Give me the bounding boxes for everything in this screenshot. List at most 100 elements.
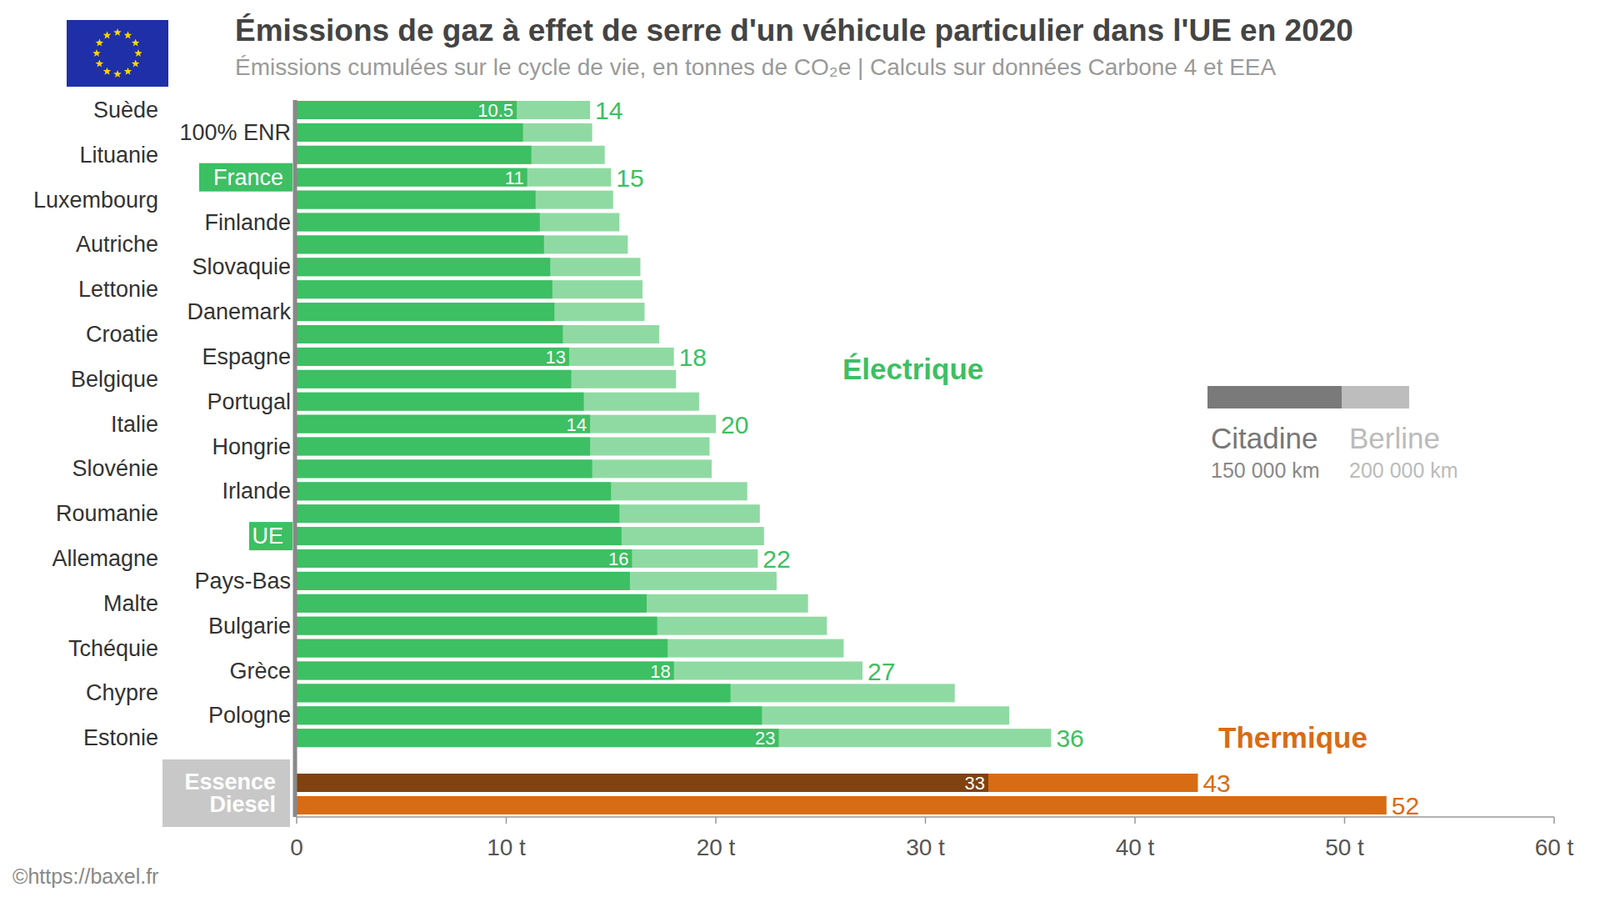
category-label: Estonie (83, 725, 159, 750)
bar-citadine (296, 594, 647, 613)
bar-citadine (296, 415, 590, 434)
bar-berline (296, 213, 620, 232)
bar-citadine (296, 302, 555, 321)
data-label: 14 (595, 96, 623, 125)
bar-citadine (296, 773, 989, 792)
category-label: Espagne (201, 344, 291, 370)
tick (1344, 816, 1346, 824)
category-label: Suède (93, 97, 159, 123)
category-label: Belgique (70, 366, 159, 392)
bar-berline (296, 773, 1198, 792)
bar-berline (296, 549, 758, 568)
bar-berline (296, 594, 809, 613)
bar-berline (296, 616, 827, 635)
category-label: Finlande (204, 210, 291, 235)
bars (296, 100, 1387, 815)
bar-berline (296, 504, 760, 523)
category-label: Slovénie (71, 455, 159, 481)
legend: CitadineBerline150 000 km200 000 km (1207, 385, 1459, 482)
thermal-label-box (162, 759, 290, 827)
category-label: Croatie (85, 321, 159, 347)
subtitle: Émissions cumulées sur le cycle de vie, … (235, 54, 1277, 80)
bar-berline (296, 728, 1051, 747)
data-label: 13 (545, 346, 565, 368)
bar-berline (296, 257, 640, 276)
category-label: Tchéquie (68, 635, 159, 661)
category-label: Grèce (229, 658, 291, 684)
bar-berline (296, 481, 748, 500)
bar-citadine (296, 347, 570, 366)
data-label: 10.5 (477, 100, 514, 121)
category-label: Portugal (206, 389, 291, 415)
tick-label: 50 t (1325, 834, 1365, 860)
category-label: Slovaquie (191, 254, 291, 280)
bar-berline (296, 235, 628, 254)
bar-citadine (296, 168, 528, 187)
bar-citadine (296, 459, 593, 478)
bar-citadine (296, 145, 532, 165)
bar-berline (296, 459, 712, 478)
bar-berline (296, 683, 955, 702)
bar-berline (296, 526, 765, 545)
category-label: Italie (110, 411, 159, 437)
bar-citadine (296, 728, 779, 747)
bar-citadine (296, 213, 540, 232)
data-label: 11 (505, 167, 525, 189)
category-label: Pays-Bas (194, 568, 291, 594)
x-axis: 010 t20 t30 t40 t50 t60 t (290, 816, 1574, 860)
legend-label: Citadine (1210, 421, 1318, 455)
source: ©https://baxel.fr (12, 864, 159, 888)
bar-berline (296, 123, 593, 142)
category-label: UE (251, 523, 284, 549)
data-label: 33 (964, 772, 985, 794)
bar-berline (296, 302, 645, 321)
category-label: Bulgarie (208, 613, 291, 639)
data-label: 52 (1391, 791, 1420, 820)
data-label: 22 (762, 545, 790, 573)
bar-citadine (296, 280, 553, 299)
category-label: 100% ENR (179, 120, 291, 145)
bar-citadine (296, 526, 622, 545)
bar-berline (296, 347, 675, 366)
annotation: Thermique (1218, 720, 1368, 754)
bar-citadine (296, 437, 590, 456)
bar-citadine (296, 325, 563, 344)
legend-swatch (1341, 385, 1410, 409)
data-label: 15 (615, 164, 644, 192)
bar-berline (296, 325, 660, 344)
tick-label: 0 (290, 834, 304, 860)
data-label: 20 (720, 410, 749, 439)
data-label: 27 (867, 657, 895, 685)
category-labels: Suède100% ENRLituanieFranceLuxembourgFin… (33, 97, 293, 827)
bar-berline (296, 168, 611, 187)
tick (715, 816, 717, 824)
bar-berline (296, 639, 844, 658)
bar-citadine (296, 190, 536, 210)
legend-note: 200 000 km (1349, 458, 1459, 482)
category-label: Pologne (208, 702, 291, 728)
category-label: Danemark (186, 299, 291, 325)
data-label: 14 (566, 414, 587, 435)
category-label: Hongrie (211, 434, 291, 460)
bar-berline (296, 280, 643, 299)
bar-berline (296, 190, 614, 210)
bar-citadine (296, 392, 585, 411)
tick-label: 40 t (1115, 834, 1155, 860)
data-label: 18 (679, 343, 707, 371)
tick-label: 20 t (696, 834, 736, 860)
data-label: 16 (608, 548, 629, 570)
data-label: 18 (650, 660, 670, 682)
bar-citadine (296, 481, 611, 500)
bar-berline (296, 437, 710, 456)
bar-citadine (296, 705, 762, 725)
category-label: Autriche (75, 231, 159, 257)
bar-citadine (296, 257, 550, 276)
category-label: France (213, 165, 284, 190)
category-label: Allemagne (51, 545, 159, 571)
tick-label: 30 t (905, 834, 945, 860)
bar-citadine (296, 504, 620, 523)
bar-citadine (296, 549, 632, 568)
y-axis (293, 100, 298, 817)
category-label: Malte (103, 590, 159, 616)
bar-citadine (296, 683, 731, 702)
